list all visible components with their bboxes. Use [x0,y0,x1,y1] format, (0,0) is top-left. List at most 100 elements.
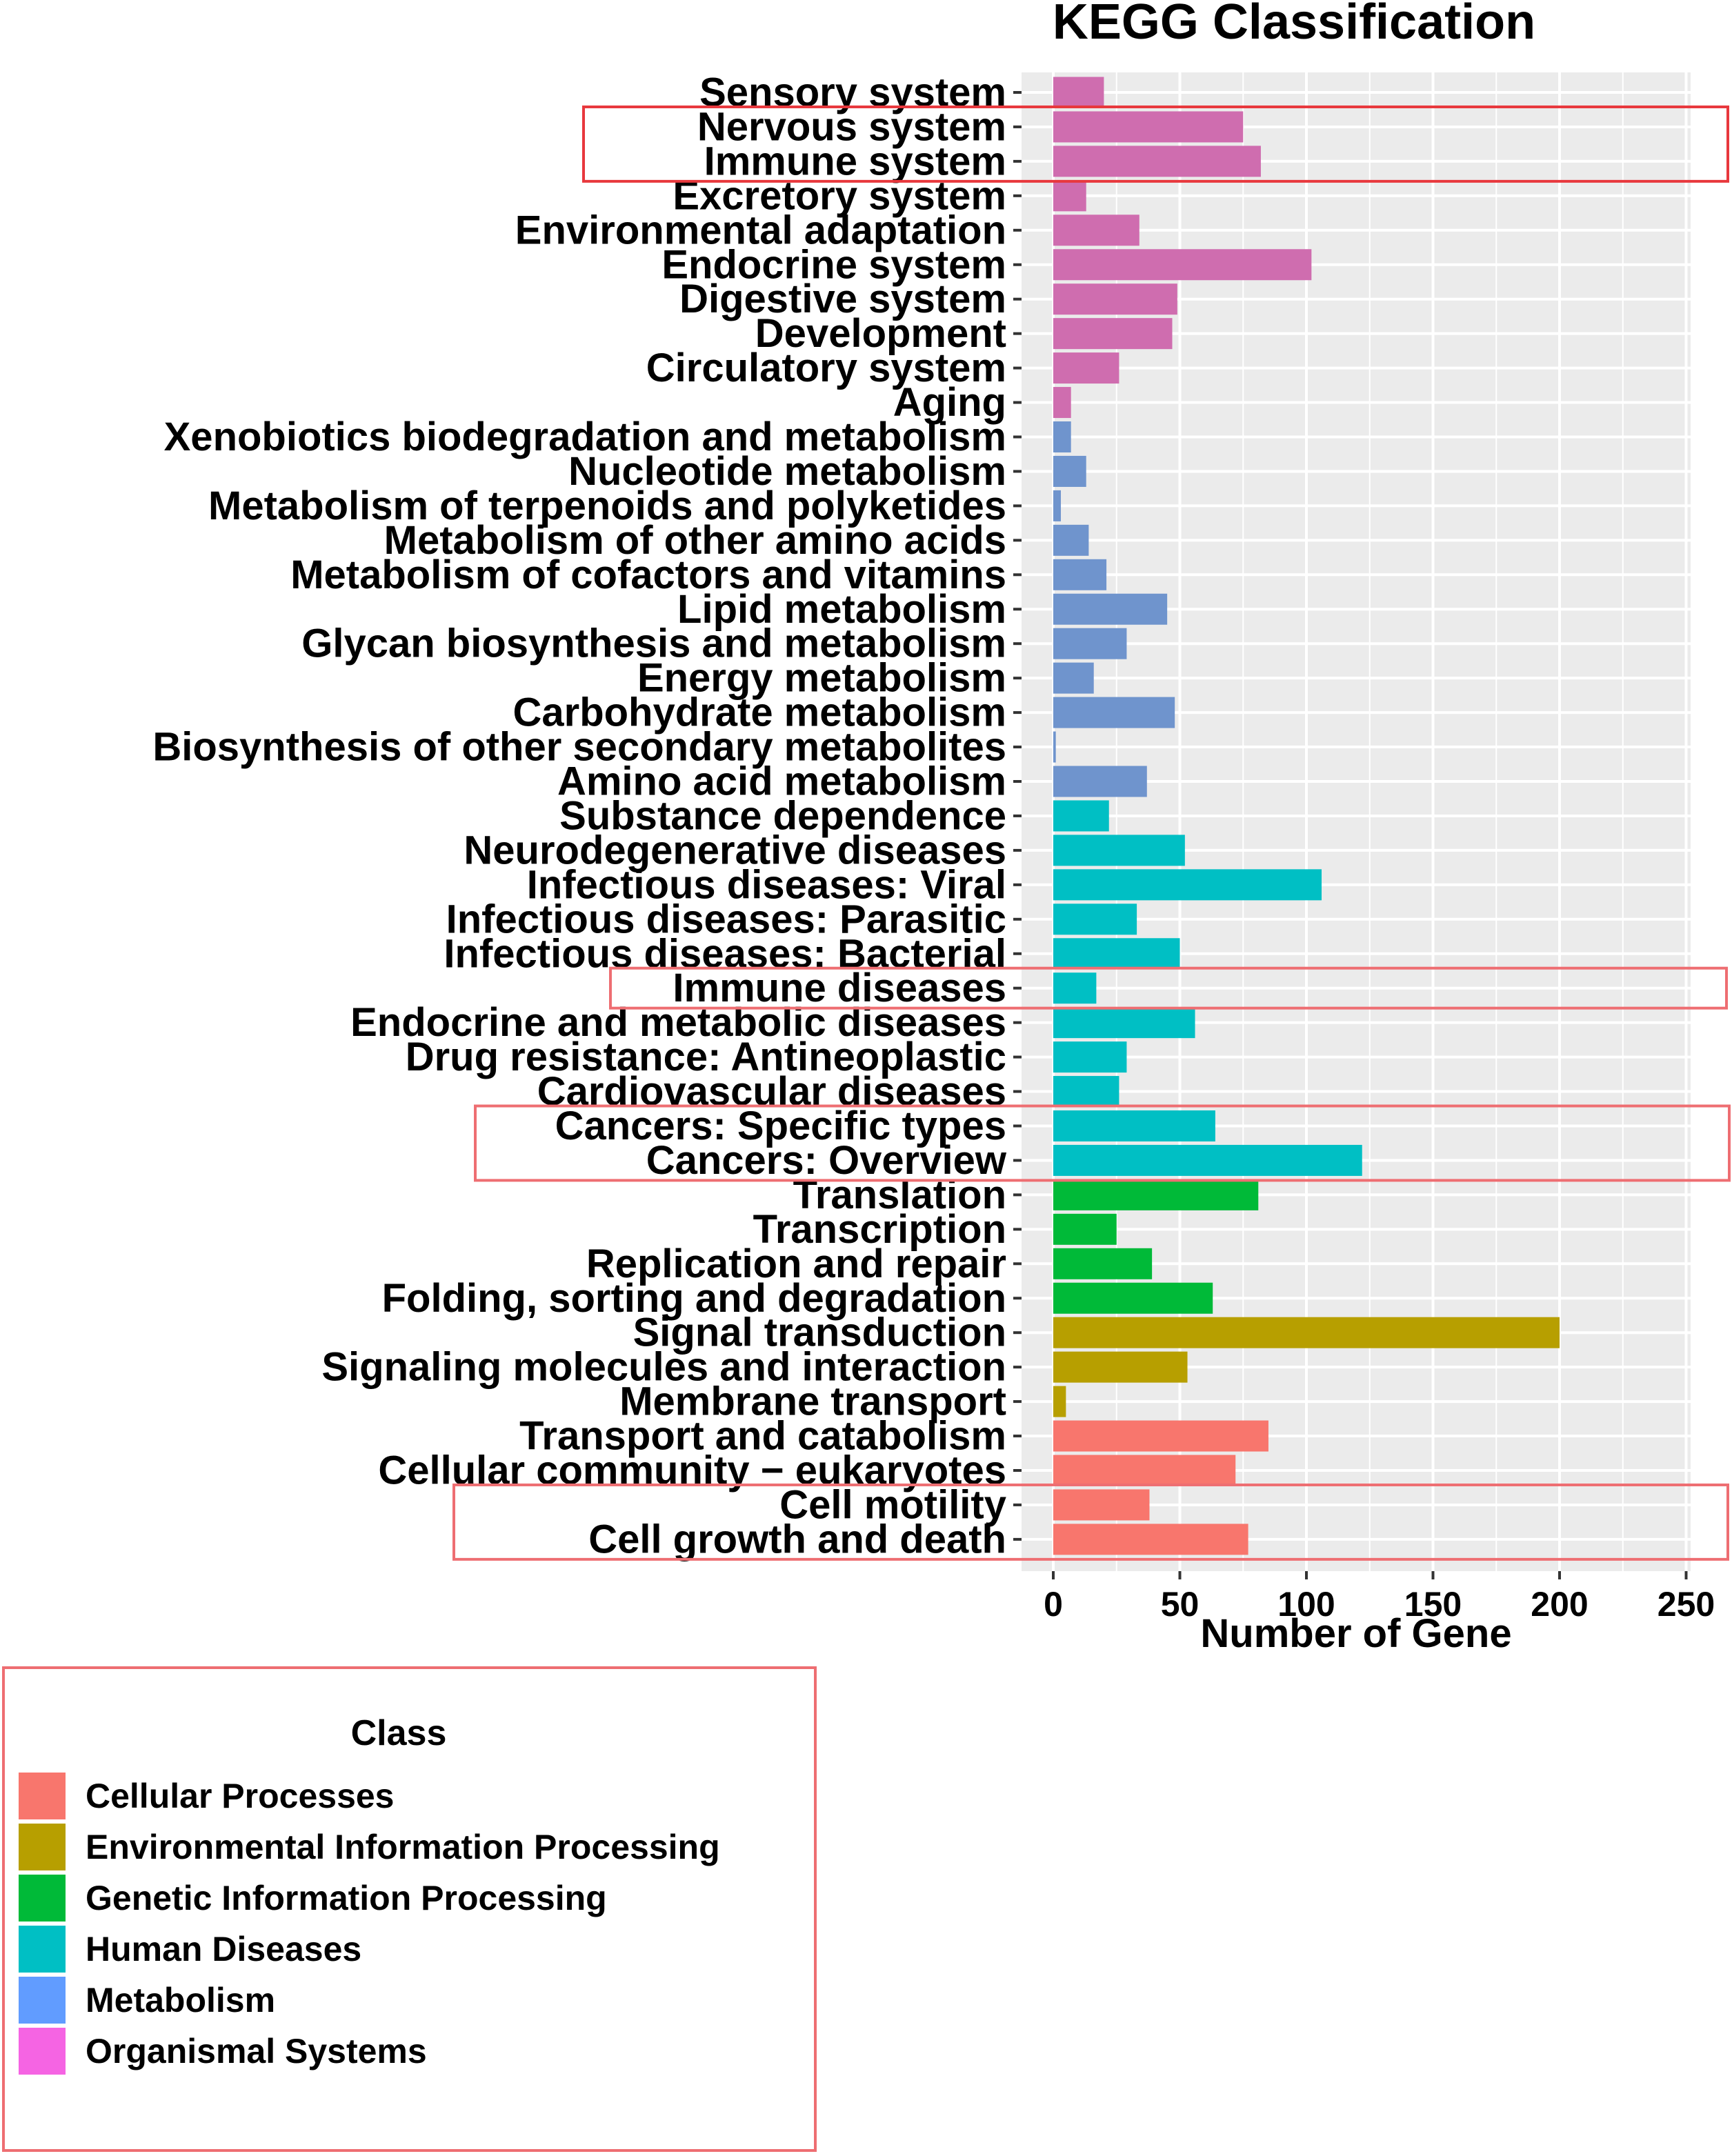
category-label: Development [755,311,1006,356]
x-tick-label: 250 [1658,1585,1715,1624]
highlight-box [452,1483,1729,1561]
highlight-box [582,105,1729,183]
bar-infectious-diseases-parasitic [1053,904,1137,935]
bar-cell-motility [1053,1489,1150,1521]
bar-replication-and-repair [1053,1248,1153,1279]
legend-label: Organismal Systems [86,2032,427,2070]
bar-metabolism-of-cofactors-and-vitamins [1053,559,1107,590]
legend-swatch [19,1875,66,1922]
legend-label: Metabolism [86,1981,275,2019]
bar-metabolism-of-terpenoids-and-polyketides [1053,490,1062,521]
category-label: Aging [893,380,1006,425]
bar-cancers-specific-types [1053,1110,1215,1141]
x-tick-label: 200 [1531,1585,1588,1624]
category-label: Environmental adaptation [515,208,1006,252]
category-label: Metabolism of terpenoids and polyketides [208,483,1006,528]
category-label: Amino acid metabolism [557,759,1006,804]
x-tick-label: 0 [1044,1585,1063,1624]
x-tick-label: 50 [1161,1585,1200,1624]
bar-xenobiotics-biodegradation-and-metabolism [1053,421,1071,452]
category-label: Immune system [704,139,1006,183]
bar-amino-acid-metabolism [1053,766,1147,797]
x-tick-label: 150 [1404,1585,1462,1624]
category-label: Nucleotide metabolism [568,449,1006,494]
legend-label: Cellular Processes [86,1777,395,1815]
category-label: Membrane transport [619,1379,1006,1424]
category-label: Neurodegenerative diseases [464,828,1006,872]
legend-swatch [19,1926,66,1973]
legend-entries: Cellular Processes Environmental Informat… [19,1773,720,2075]
bar-energy-metabolism [1053,662,1094,694]
category-label: Energy metabolism [637,656,1006,701]
category-label: Biosynthesis of other secondary metaboli… [152,725,1006,770]
category-label: Folding, sorting and degradation [382,1276,1006,1321]
bar-development [1053,318,1173,350]
highlight-box [474,1104,1731,1182]
category-label: Signal transduction [633,1310,1006,1355]
bar-nucleotide-metabolism [1053,455,1086,487]
legend-swatch [19,2028,66,2075]
bar-infectious-diseases-bacterial [1053,938,1180,970]
legend-label: Environmental Information Processing [86,1828,720,1866]
bar-endocrine-and-metabolic-diseases [1053,1007,1195,1039]
bar-metabolism-of-other-amino-acids [1053,524,1089,556]
bar-drug-resistance-antineoplastic [1053,1041,1127,1073]
bar-circulatory-system [1053,352,1119,384]
legend-title: Class [351,1713,447,1753]
category-label: Drug resistance: Antineoplastic [406,1035,1006,1079]
bar-transport-and-catabolism [1053,1420,1268,1452]
category-label: Xenobiotics biodegradation and metabolis… [164,415,1006,459]
category-label: Nervous system [697,104,1006,149]
bar-nervous-system [1053,111,1244,143]
category-label: Cell motility [779,1482,1006,1527]
x-tick-label: 100 [1277,1585,1335,1624]
category-label: Substance dependence [559,793,1006,838]
category-label: Digestive system [679,277,1006,321]
category-label: Cell growth and death [588,1517,1006,1561]
bar-cancers-overview [1053,1144,1362,1176]
legend-frame [2,1666,817,2152]
bar-translation [1053,1179,1259,1210]
bar-biosynthesis-of-other-secondary-metabolites [1053,731,1056,763]
x-axis-title: Number of Gene [1200,1611,1511,1656]
bar-glycan-biosynthesis-and-metabolism [1053,628,1127,659]
legend-label: Human Diseases [86,1930,361,1968]
category-label: Infectious diseases: Parasitic [446,897,1006,941]
highlight-box [609,966,1728,1010]
bar-digestive-system [1053,283,1177,315]
bar-lipid-metabolism [1053,593,1168,625]
bar-cell-growth-and-death [1053,1524,1248,1555]
bar-carbohydrate-metabolism [1053,697,1175,728]
category-label: Metabolism of other amino acids [384,518,1006,563]
bar-endocrine-system [1053,249,1312,281]
category-label: Endocrine system [661,242,1006,287]
bar-folding-sorting-and-degradation [1053,1282,1213,1314]
legend-swatch [19,1824,66,1870]
highlight-boxes [452,105,1731,1561]
bar-infectious-diseases-viral [1053,869,1322,901]
category-label: Replication and repair [586,1241,1006,1286]
bar-substance-dependence [1053,800,1109,832]
category-label: Circulatory system [646,346,1006,390]
bar-neurodegenerative-diseases [1053,835,1185,866]
bar-signal-transduction [1053,1317,1560,1348]
x-axis-ticks: 0 50 100 150 200 250 [1044,1571,1715,1624]
category-label: Cancers: Specific types [555,1104,1006,1148]
bar-signaling-molecules-and-interaction [1053,1351,1188,1383]
bar-cellular-community-eukaryotes [1053,1455,1236,1486]
category-label: Glycan biosynthesis and metabolism [301,621,1006,666]
category-label: Signaling molecules and interaction [321,1345,1006,1390]
legend-label: Genetic Information Processing [86,1879,607,1917]
bar-environmental-adaptation [1053,214,1139,246]
category-label: Transcription [753,1207,1006,1252]
category-label: Transport and catabolism [519,1414,1006,1459]
bar-immune-system [1053,146,1261,177]
category-label: Carbohydrate metabolism [512,690,1006,735]
category-label: Lipid metabolism [677,587,1006,632]
bar-excretory-system [1053,180,1086,212]
legend: Class Cellular Processes Environmental In… [2,1666,817,2152]
category-label: Immune diseases [673,966,1006,1010]
category-label: Metabolism of cofactors and vitamins [290,552,1006,597]
